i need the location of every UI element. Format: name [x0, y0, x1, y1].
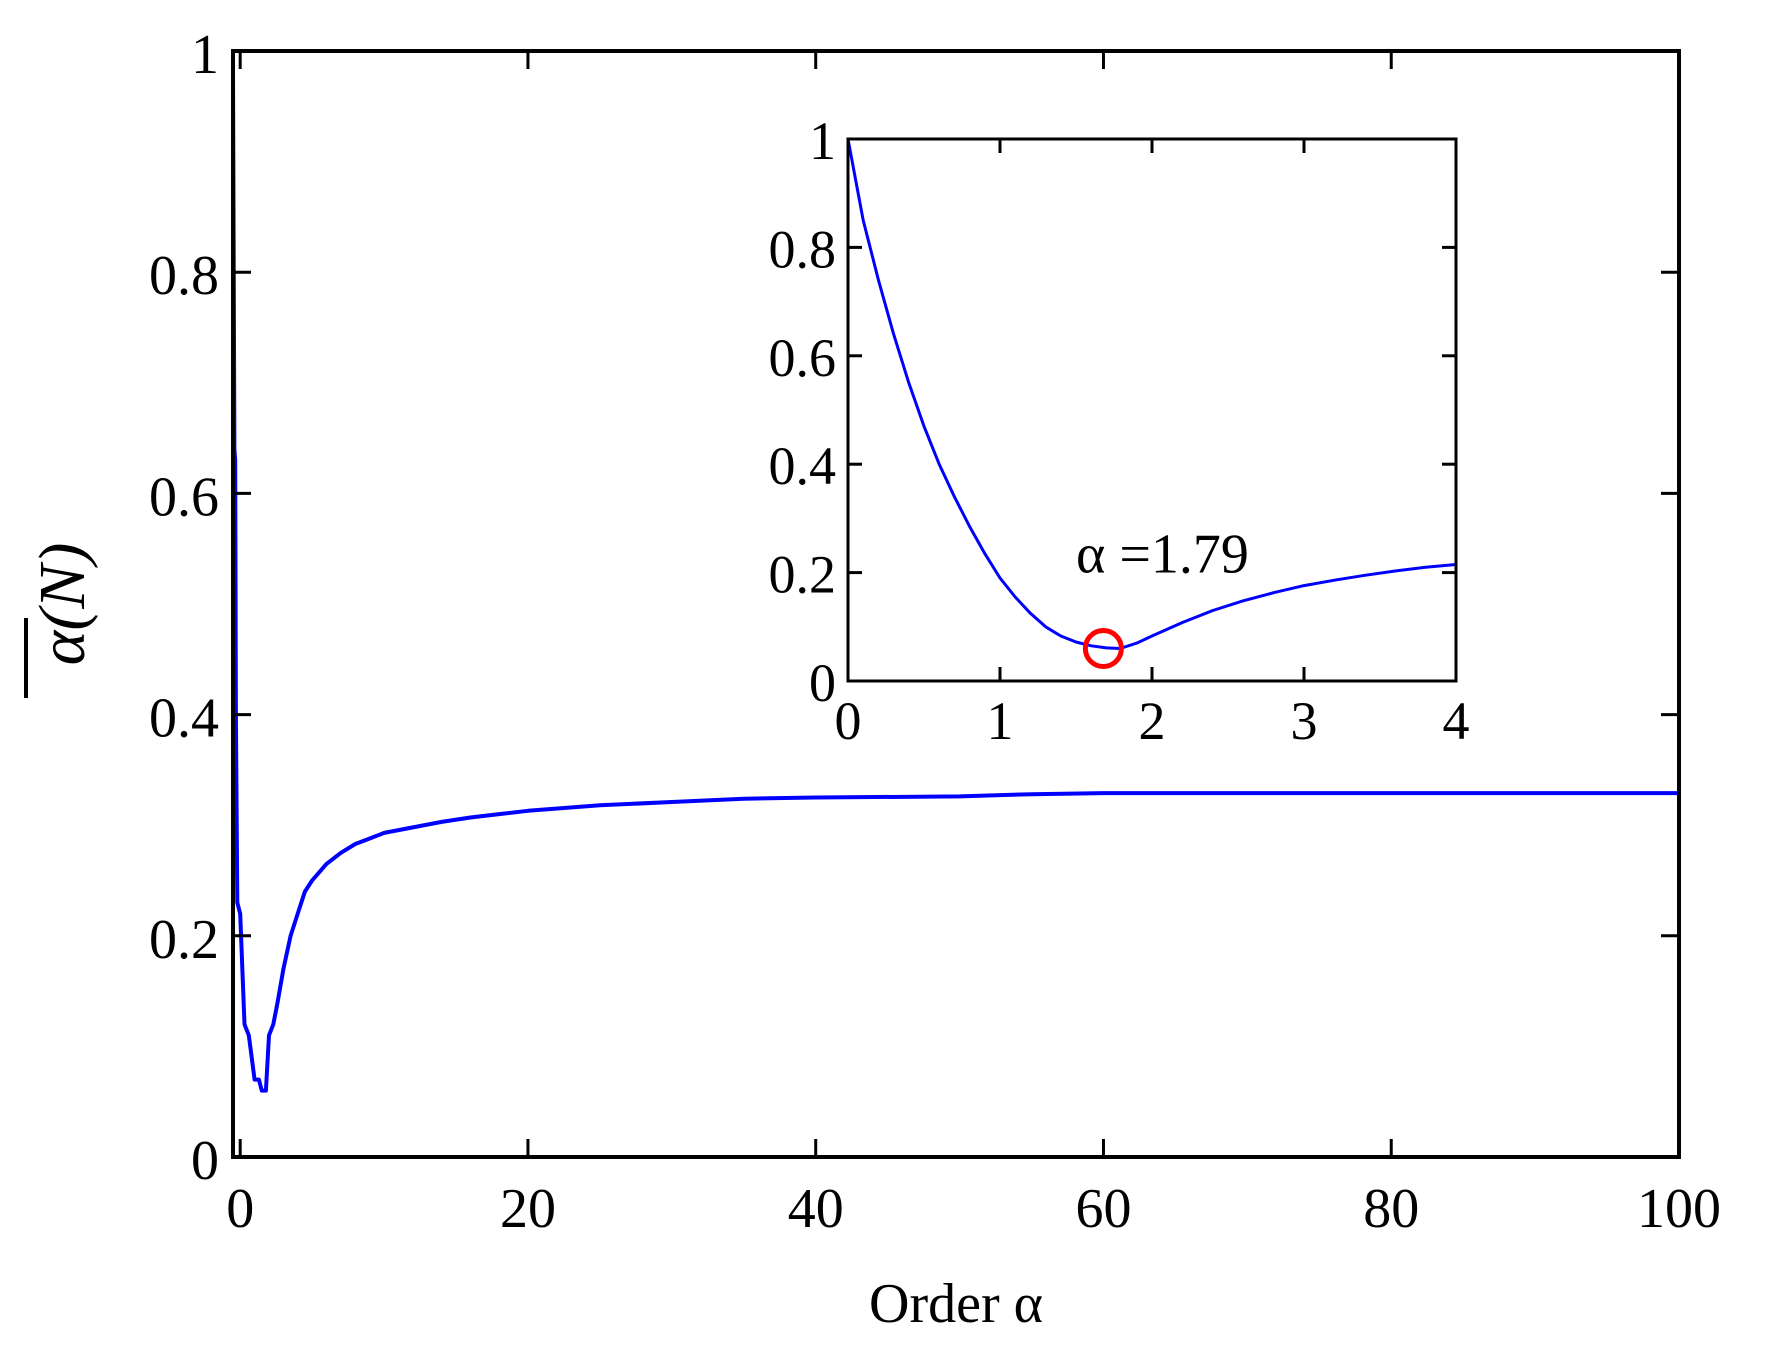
- inset-ticks: [846, 137, 1458, 683]
- main-axes-box: [231, 49, 1681, 1159]
- main-y-tick-label: 0: [191, 1130, 219, 1192]
- inset-y-tick-label: 0.4: [769, 436, 837, 496]
- inset-x-tick-label: 1: [987, 691, 1014, 751]
- main-series-line-0: [231, 73, 1679, 1093]
- main-x-tick-label: 80: [1363, 1178, 1419, 1240]
- inset-tick-labels: 0 1 2 3 4 0 0.2 0.4 0.6 0.8 1: [769, 111, 1470, 751]
- main-y-tick-label: 0.2: [149, 909, 219, 971]
- inset-y-tick-label: 0.8: [769, 219, 837, 279]
- main-x-tick-label: 60: [1075, 1178, 1131, 1240]
- main-x-tick-label: 100: [1637, 1178, 1721, 1240]
- inset-y-tick-label: 0: [809, 653, 836, 713]
- minimum-marker: [1082, 627, 1124, 669]
- inset-y-tick-label: 1: [809, 111, 836, 171]
- inset-y-tick-label: 0.2: [769, 545, 837, 605]
- main-x-tick-label: 20: [500, 1178, 556, 1240]
- main-y-tick-label: 0.8: [149, 245, 219, 307]
- inset-series-line-0: [846, 138, 1457, 650]
- inset-x-tick-label: 2: [1139, 691, 1166, 751]
- inset-plot: 0 1 2 3 4 0 0.2 0.4 0.6 0.8 1 α =1.79: [769, 111, 1470, 751]
- inset-x-tick-label: 4: [1443, 691, 1470, 751]
- y-axis-title: α(N): [24, 543, 99, 698]
- main-y-tick-label: 0.6: [149, 466, 219, 528]
- main-y-tick-label: 1: [191, 24, 219, 86]
- minimum-annotation: α =1.79: [1076, 524, 1249, 586]
- main-y-tick-label: 0.4: [149, 688, 219, 750]
- main-x-tick-label: 40: [788, 1178, 844, 1240]
- inset-x-tick-label: 0: [835, 691, 862, 751]
- inset-x-tick-label: 3: [1291, 691, 1318, 751]
- x-axis-title: Order α: [869, 1273, 1043, 1335]
- y-axis-title-text: α(N): [26, 543, 99, 666]
- main-x-tick-label: 0: [226, 1178, 254, 1240]
- inset-line-layer: [846, 138, 1457, 650]
- main-ticks: [233, 49, 1681, 1159]
- inset-y-tick-label: 0.6: [769, 328, 837, 388]
- main-line-layer: [231, 73, 1679, 1093]
- inset-background: [848, 139, 1456, 681]
